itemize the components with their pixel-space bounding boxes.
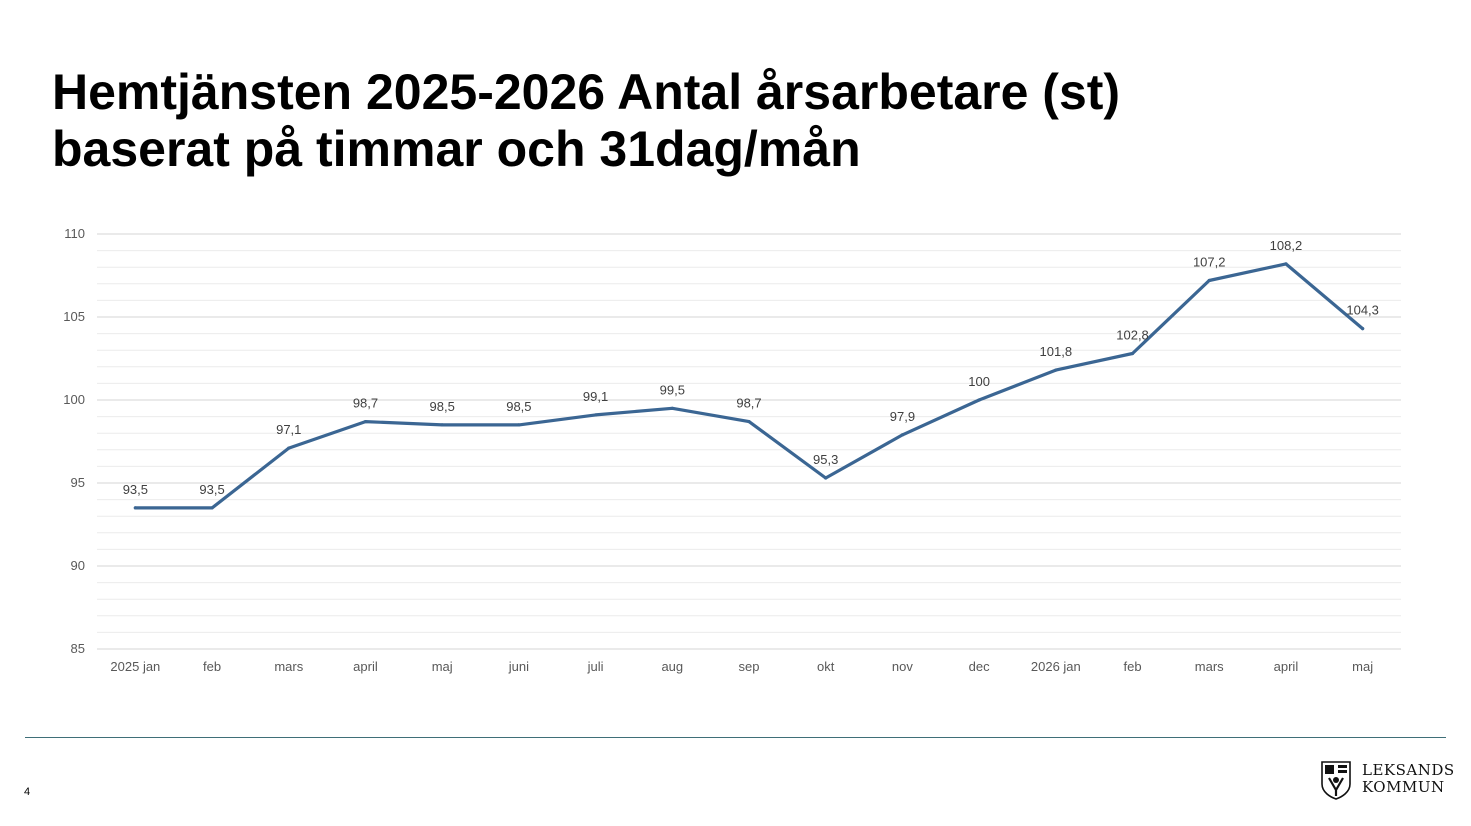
- data-point: [517, 423, 521, 427]
- data-point: [210, 506, 214, 510]
- data-point: [747, 419, 751, 424]
- data-label: 98,7: [353, 396, 378, 411]
- chart-series: [133, 262, 1365, 510]
- x-tick-label: dec: [969, 659, 990, 674]
- x-tick-label: maj: [432, 659, 453, 674]
- y-tick-label: 90: [71, 558, 85, 573]
- data-point: [900, 433, 905, 437]
- slide-title-line-2: baserat på timmar och 31dag/mån: [52, 121, 861, 177]
- data-label: 97,1: [276, 422, 301, 437]
- data-point: [1207, 278, 1211, 283]
- x-tick-label: okt: [817, 659, 835, 674]
- data-label: 98,7: [736, 396, 761, 411]
- chart-grid: [97, 233, 1401, 650]
- x-tick-label: juli: [587, 659, 604, 674]
- logo-text-line-1: LEKSANDS: [1362, 761, 1455, 779]
- data-point: [977, 398, 981, 402]
- data-label: 101,8: [1040, 344, 1073, 359]
- x-tick-label: 2026 jan: [1031, 659, 1081, 674]
- x-tick-label: mars: [274, 659, 303, 674]
- y-tick-label: 110: [64, 226, 85, 241]
- data-point: [363, 419, 368, 424]
- data-label: 99,1: [583, 389, 608, 404]
- data-point: [670, 406, 674, 410]
- data-point: [1361, 327, 1365, 331]
- data-point: [133, 506, 137, 510]
- data-point: [287, 446, 291, 450]
- logo-text-line-2: KOMMUN: [1362, 778, 1445, 796]
- y-tick-label: 100: [63, 392, 85, 407]
- x-tick-label: april: [353, 659, 378, 674]
- x-tick-label: nov: [892, 659, 913, 674]
- x-tick-label: juni: [508, 659, 529, 674]
- data-label: 99,5: [660, 382, 685, 397]
- x-tick-label: mars: [1195, 659, 1224, 674]
- y-tick-label: 105: [63, 309, 85, 324]
- data-label: 93,5: [123, 482, 148, 497]
- data-label: 100: [968, 374, 990, 389]
- data-point: [593, 413, 598, 417]
- data-labels: 93,5 93,5 97,1 98,7 98,5 98,5 99,1 99,5 98,7 95,3…: [123, 238, 1379, 497]
- x-tick-label: feb: [203, 659, 221, 674]
- y-tick-label: 85: [71, 641, 85, 656]
- data-label: 98,5: [506, 399, 531, 414]
- data-label: 108,2: [1270, 238, 1303, 253]
- x-tick-label: aug: [661, 659, 683, 674]
- data-point: [1130, 351, 1135, 356]
- x-tick-label: 2025 jan: [110, 659, 160, 674]
- data-label: 93,5: [199, 482, 224, 497]
- data-label: 107,2: [1193, 254, 1226, 269]
- page-number: 4: [24, 786, 31, 798]
- x-tick-label: sep: [739, 659, 760, 674]
- data-point: [440, 423, 444, 427]
- y-axis: 85 90 95 100 105 110: [63, 226, 85, 656]
- slide-title-line-1: Hemtjänsten 2025-2026 Antal årsarbetare …: [52, 64, 1121, 120]
- x-axis: 2025 jan feb mars april maj juni juli aug sep okt…: [110, 659, 1373, 674]
- data-point: [1054, 368, 1058, 372]
- coat-of-arms-icon: [1321, 761, 1351, 800]
- data-label: 102,8: [1116, 328, 1149, 343]
- x-tick-label: feb: [1123, 659, 1141, 674]
- leksands-kommun-logo: LEKSANDS KOMMUN: [1320, 760, 1454, 802]
- data-label: 95,3: [813, 452, 838, 467]
- x-tick-label: april: [1274, 659, 1299, 674]
- logo-text: LEKSANDS KOMMUN: [1362, 762, 1455, 796]
- line-chart: 85 90 95 100 105 110 2025 jan feb mars april maj j…: [63, 226, 1401, 674]
- data-point: [824, 476, 828, 480]
- data-label: 104,3: [1346, 303, 1379, 318]
- data-label: 98,5: [430, 399, 455, 414]
- x-tick-label: maj: [1352, 659, 1373, 674]
- data-point: [1284, 262, 1288, 266]
- y-tick-label: 95: [71, 475, 85, 490]
- slide-title: Hemtjänsten 2025-2026 Antal årsarbetare …: [52, 64, 1412, 178]
- footer-divider: [25, 737, 1446, 738]
- data-label: 97,9: [890, 409, 915, 424]
